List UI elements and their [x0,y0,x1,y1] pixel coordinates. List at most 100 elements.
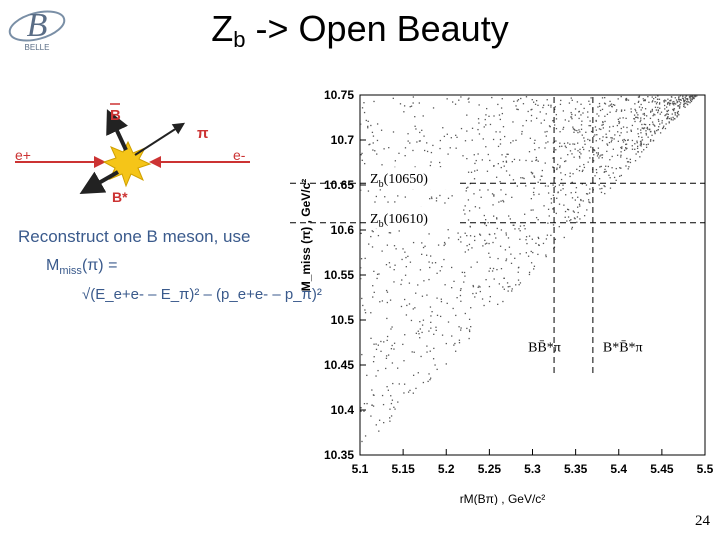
data-point [583,163,585,166]
data-point [624,139,626,142]
data-point [435,197,438,199]
data-point [668,117,671,120]
data-point [394,408,396,410]
data-point [554,238,557,240]
data-point [525,96,528,98]
data-point [570,111,572,114]
data-point [693,96,695,99]
data-point [573,217,576,219]
data-point [545,254,547,256]
data-point [464,205,466,207]
data-point [663,100,665,102]
data-point [444,202,446,204]
data-point [418,102,420,104]
data-point [424,245,426,247]
data-point [397,367,399,369]
data-point [403,105,406,107]
data-point [464,275,466,277]
data-point [554,108,556,110]
data-point [574,218,576,220]
data-point [360,410,362,412]
data-point [640,132,642,134]
data-point [532,191,535,194]
data-point [489,123,492,126]
data-point [518,284,520,286]
data-point [636,145,639,148]
data-point [650,110,652,112]
data-point [391,344,393,347]
data-point [629,161,632,164]
data-point [654,96,657,98]
data-point [572,210,575,212]
data-point [609,159,611,161]
pi-arrow [134,122,186,156]
x-tick-label: 5.25 [478,462,502,476]
data-point [369,143,371,145]
data-point [546,130,548,133]
data-point [567,216,570,218]
data-point [475,159,477,162]
data-point [570,97,572,99]
data-point [625,148,627,150]
data-point [578,129,580,131]
data-point [647,96,649,98]
data-point [489,295,491,298]
data-point [547,185,549,187]
data-point [664,127,667,130]
data-point [493,278,495,280]
data-point [456,136,458,138]
data-point [679,98,682,101]
data-point [458,326,460,328]
data-point [461,271,463,274]
data-point [487,221,489,224]
data-point [604,192,606,195]
data-point [533,175,535,177]
data-point [361,152,363,155]
data-point [597,147,600,149]
data-point [511,161,513,163]
data-point [601,139,604,142]
data-point [603,171,605,173]
data-point [605,165,607,167]
data-point [488,252,490,254]
data-point [430,151,433,154]
data-point [455,147,457,149]
data-point [574,114,577,116]
data-point [559,165,561,167]
data-point [616,124,619,127]
data-point [571,197,574,199]
data-point [402,343,404,346]
data-point [443,135,446,138]
data-point [528,271,531,274]
data-point [604,115,606,117]
data-point [545,255,547,258]
data-point [482,138,484,140]
data-point [474,162,476,165]
data-point [589,139,591,141]
data-point [547,141,549,143]
data-point [625,117,627,120]
data-point [629,158,631,161]
data-point [577,150,579,152]
data-point [663,101,665,103]
data-point [666,110,668,112]
data-point [569,143,571,145]
data-point [451,287,453,289]
data-point [383,421,385,424]
data-point [599,155,601,157]
data-point [447,153,449,155]
data-point [643,112,645,115]
data-point [643,127,646,129]
data-point [510,253,512,255]
data-point [677,110,679,113]
data-point [636,140,638,142]
data-point [560,157,562,159]
data-point [668,101,670,104]
data-point [667,113,669,116]
data-point [403,392,405,394]
data-point [489,267,491,270]
data-point [419,131,421,134]
data-point [625,99,627,102]
data-point [412,392,414,394]
data-point [564,174,567,176]
